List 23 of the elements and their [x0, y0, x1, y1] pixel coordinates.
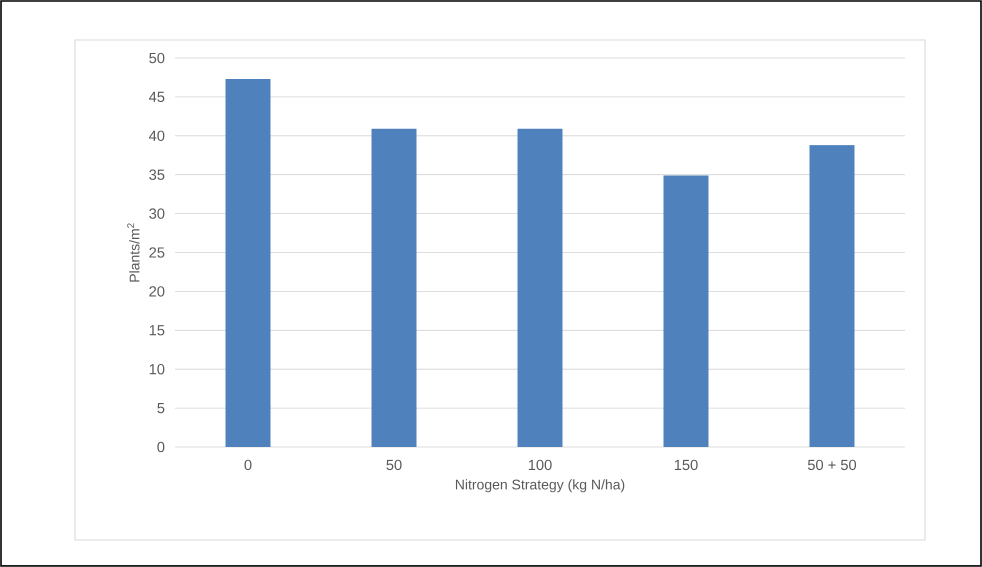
y-tick-label: 40: [148, 130, 164, 141]
x-axis-title: Nitrogen Strategy (kg N/ha): [456, 479, 624, 492]
y-tick-label: 20: [149, 286, 164, 297]
y-tick-label: 25: [149, 247, 164, 258]
y-tick-label: 10: [150, 364, 164, 374]
x-tick-label: 0: [244, 460, 252, 470]
y-tick-label: 0: [157, 442, 164, 452]
y-tick-label: 30: [149, 208, 164, 219]
bar: [518, 128, 562, 447]
bar: [809, 145, 854, 447]
y-tick-label: 50: [149, 52, 164, 64]
y-axis-title: Plants/m$^{2}$: [127, 223, 140, 282]
y-tick-label: 15: [150, 325, 164, 336]
x-tick-label: 150: [674, 460, 698, 470]
x-tick-label: 100: [528, 460, 552, 470]
bar: [663, 175, 708, 447]
y-tick-label: 5: [157, 402, 164, 414]
x-tick-label: 50 + 50: [808, 460, 856, 470]
bar: [226, 78, 271, 447]
y-tick-label: 45: [148, 92, 164, 102]
x-tick-label: 50: [386, 460, 402, 470]
bar: [372, 128, 417, 447]
y-tick-label: 35: [149, 170, 164, 180]
